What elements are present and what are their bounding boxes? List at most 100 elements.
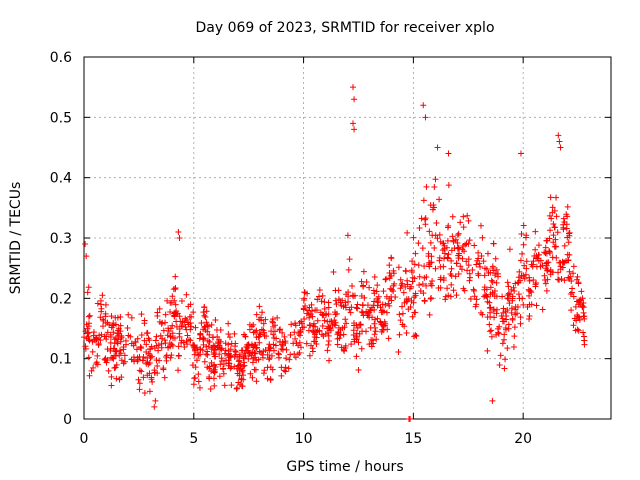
data-point [369, 314, 376, 321]
data-point [422, 114, 429, 121]
data-point [382, 320, 389, 327]
data-point [477, 263, 484, 270]
data-point [349, 84, 356, 91]
data-point [429, 278, 436, 285]
data-point [148, 374, 155, 381]
data-point [547, 266, 554, 273]
data-point [461, 287, 468, 294]
data-point [455, 271, 462, 278]
data-point [465, 262, 472, 269]
data-point [403, 329, 410, 336]
data-point [138, 345, 145, 352]
data-point [82, 345, 89, 352]
data-point [182, 324, 189, 331]
data-point [487, 304, 494, 311]
data-point [518, 230, 525, 237]
data-point [267, 377, 274, 384]
data-point [395, 349, 402, 356]
data-point [89, 348, 96, 355]
data-point [546, 212, 553, 219]
data-point [551, 207, 558, 214]
data-point [99, 292, 106, 299]
data-point [392, 293, 399, 300]
data-point [105, 367, 112, 374]
data-point [94, 300, 101, 307]
data-point [358, 308, 365, 315]
data-point [154, 312, 161, 319]
data-point [581, 337, 588, 344]
data-point [366, 341, 373, 348]
data-point [279, 346, 286, 353]
data-point [283, 355, 290, 362]
data-point [342, 345, 349, 352]
data-point [445, 292, 452, 299]
data-point [275, 354, 282, 361]
data-point [249, 359, 256, 366]
data-point [466, 277, 473, 284]
data-point [189, 362, 196, 369]
data-point [515, 291, 522, 298]
data-point [94, 352, 101, 359]
data-point [558, 276, 565, 283]
data-point [348, 304, 355, 311]
data-point [175, 352, 182, 359]
data-point [490, 267, 497, 274]
data-point [351, 96, 358, 103]
data-point [386, 262, 393, 269]
data-point [384, 326, 391, 333]
data-point [299, 324, 306, 331]
data-point [355, 366, 362, 373]
data-point [180, 339, 187, 346]
data-point [234, 370, 241, 377]
data-point [128, 356, 135, 363]
data-point [423, 274, 430, 281]
data-point [423, 183, 430, 190]
data-point [235, 362, 242, 369]
data-point [272, 342, 279, 349]
data-point [310, 338, 317, 345]
data-point [371, 331, 378, 338]
data-point [517, 257, 524, 264]
data-point [464, 212, 471, 219]
data-point [560, 215, 567, 222]
data-point [233, 385, 240, 392]
data-point [176, 330, 183, 337]
data-point [505, 290, 512, 297]
data-point [269, 318, 276, 325]
data-point [388, 286, 395, 293]
data-point [226, 334, 233, 341]
data-point [85, 313, 92, 320]
data-point [473, 261, 480, 268]
data-point [188, 323, 195, 330]
data-point [319, 292, 326, 299]
data-point [248, 352, 255, 359]
data-point [412, 250, 419, 257]
data-point [148, 353, 155, 360]
data-point [543, 250, 550, 257]
data-point [564, 257, 571, 264]
data-point [379, 301, 386, 308]
data-point [214, 344, 221, 351]
data-point [81, 334, 88, 341]
data-point [576, 316, 583, 323]
data-point [499, 293, 506, 300]
data-point [281, 333, 288, 340]
data-point [419, 245, 426, 252]
data-point [487, 328, 494, 335]
data-point [555, 132, 562, 139]
data-point [114, 340, 121, 347]
data-point [361, 294, 368, 301]
data-point [98, 308, 105, 315]
data-point [528, 289, 535, 296]
data-point [573, 276, 580, 283]
data-point [212, 363, 219, 370]
data-point [248, 323, 255, 330]
data-point [382, 301, 389, 308]
data-point [495, 329, 502, 336]
data-point [564, 203, 571, 210]
data-point [428, 253, 435, 260]
data-point [565, 239, 572, 246]
data-point [95, 341, 102, 348]
data-point [146, 370, 153, 377]
data-point [551, 224, 558, 231]
